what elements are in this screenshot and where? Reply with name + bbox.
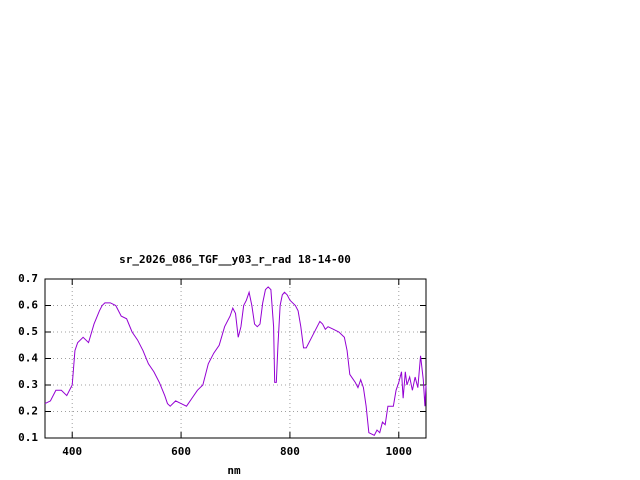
x-tick-label: 600	[171, 445, 191, 458]
x-tick-label: 400	[62, 445, 82, 458]
chart-title: sr_2026_086_TGF__y03_r_rad 18-14-00	[119, 253, 351, 266]
y-tick-label: 0.4	[18, 352, 38, 365]
plot-border	[44, 278, 427, 439]
data-line	[44, 286, 427, 437]
x-axis-label: nm	[227, 464, 241, 477]
y-tick-label: 0.2	[18, 405, 38, 418]
y-tick-label: 0.5	[18, 325, 38, 338]
y-tick-label: 0.1	[18, 431, 38, 444]
x-tick-label: 800	[280, 445, 300, 458]
x-tick-label: 1000	[386, 445, 413, 458]
y-tick-label: 0.3	[18, 378, 38, 391]
y-tick-label: 0.7	[18, 272, 38, 285]
y-tick-label: 0.6	[18, 299, 38, 312]
